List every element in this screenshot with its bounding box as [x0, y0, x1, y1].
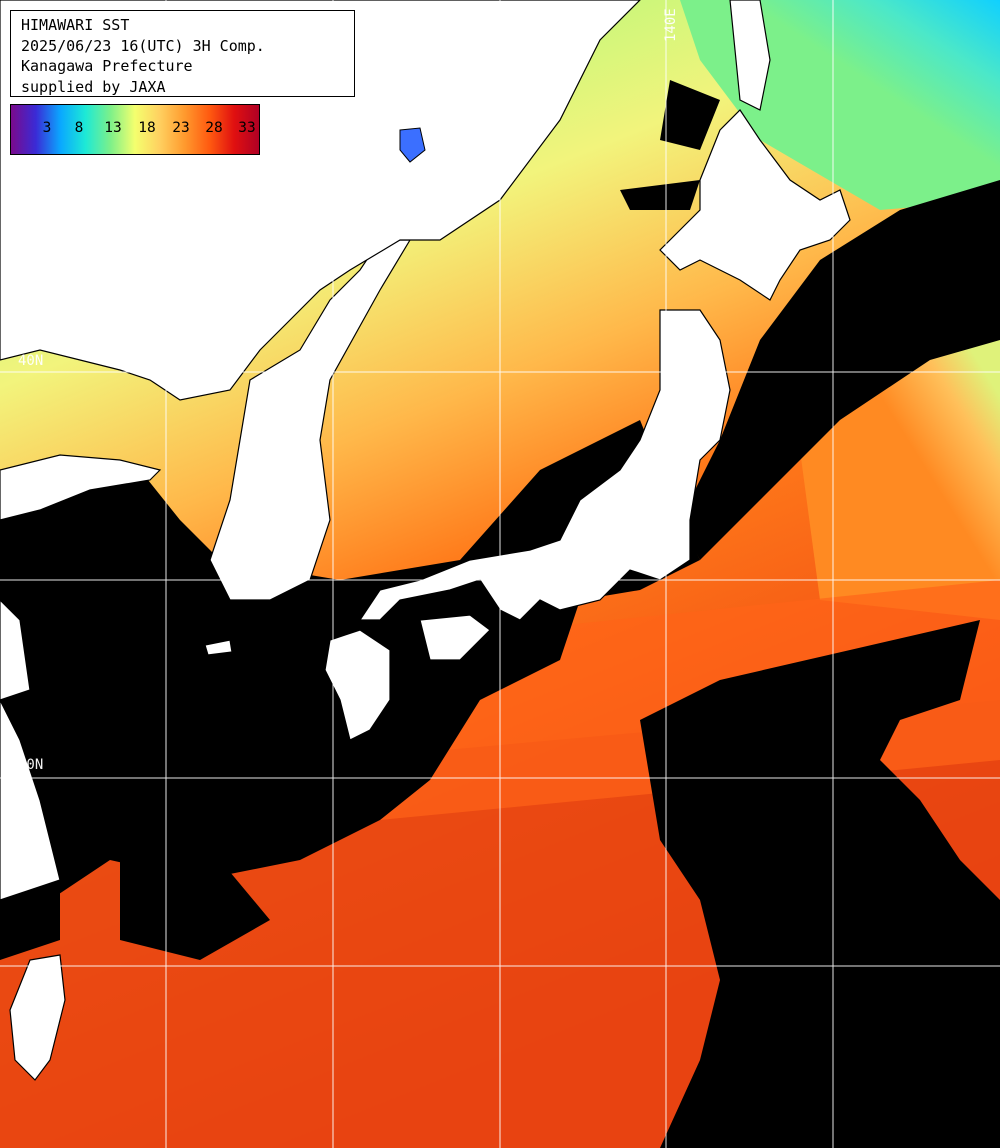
land-taiwan	[9, 954, 66, 1081]
land-honshu-north	[358, 309, 731, 621]
colorbar-tick: 18	[138, 120, 156, 136]
colorbar-tick: 8	[74, 120, 84, 136]
land-kyushu	[324, 629, 391, 741]
landmass	[0, 0, 851, 1081]
colorbar-tick: 33	[238, 120, 256, 136]
land-manchuria	[0, 0, 641, 401]
land-korea	[209, 239, 412, 601]
cloud-north-japan-2	[620, 180, 700, 210]
cloud-east-band	[680, 180, 1000, 560]
product-title: HIMAWARI SST	[21, 16, 130, 34]
colorbar-tick: 13	[104, 120, 122, 136]
land-china-coast	[0, 699, 61, 901]
cloud-south-east	[640, 620, 1000, 1148]
land-china-north	[0, 454, 162, 521]
land-sakhalin	[729, 0, 771, 111]
grid-label-40n: 40N	[18, 353, 44, 369]
cloud-ryukyu	[120, 860, 270, 960]
land-china-east	[0, 599, 31, 701]
colorbar-tick: 28	[205, 120, 223, 136]
cloud-north-japan	[660, 80, 720, 150]
land-shikoku	[419, 614, 491, 661]
land-hokkaido	[659, 109, 851, 301]
data-supplier: supplied by JAXA	[21, 77, 166, 96]
colorbar-tick: 23	[172, 120, 190, 136]
grid-label-30n: 30N	[18, 757, 44, 773]
land-ulleung-sst	[399, 127, 426, 163]
temperature-colorbar: 3 8 13 18 23 28 33	[10, 104, 260, 155]
grid-label-140e: 140E	[663, 8, 679, 42]
composite-timestamp: 2025/06/23 16(UTC) 3H Comp.	[21, 36, 265, 55]
info-box: HIMAWARI SST 2025/06/23 16(UTC) 3H Comp.…	[10, 10, 355, 97]
source-prefecture: Kanagawa Prefecture	[21, 57, 193, 75]
colorbar-tick: 3	[42, 120, 52, 136]
land-jeju	[204, 639, 233, 656]
